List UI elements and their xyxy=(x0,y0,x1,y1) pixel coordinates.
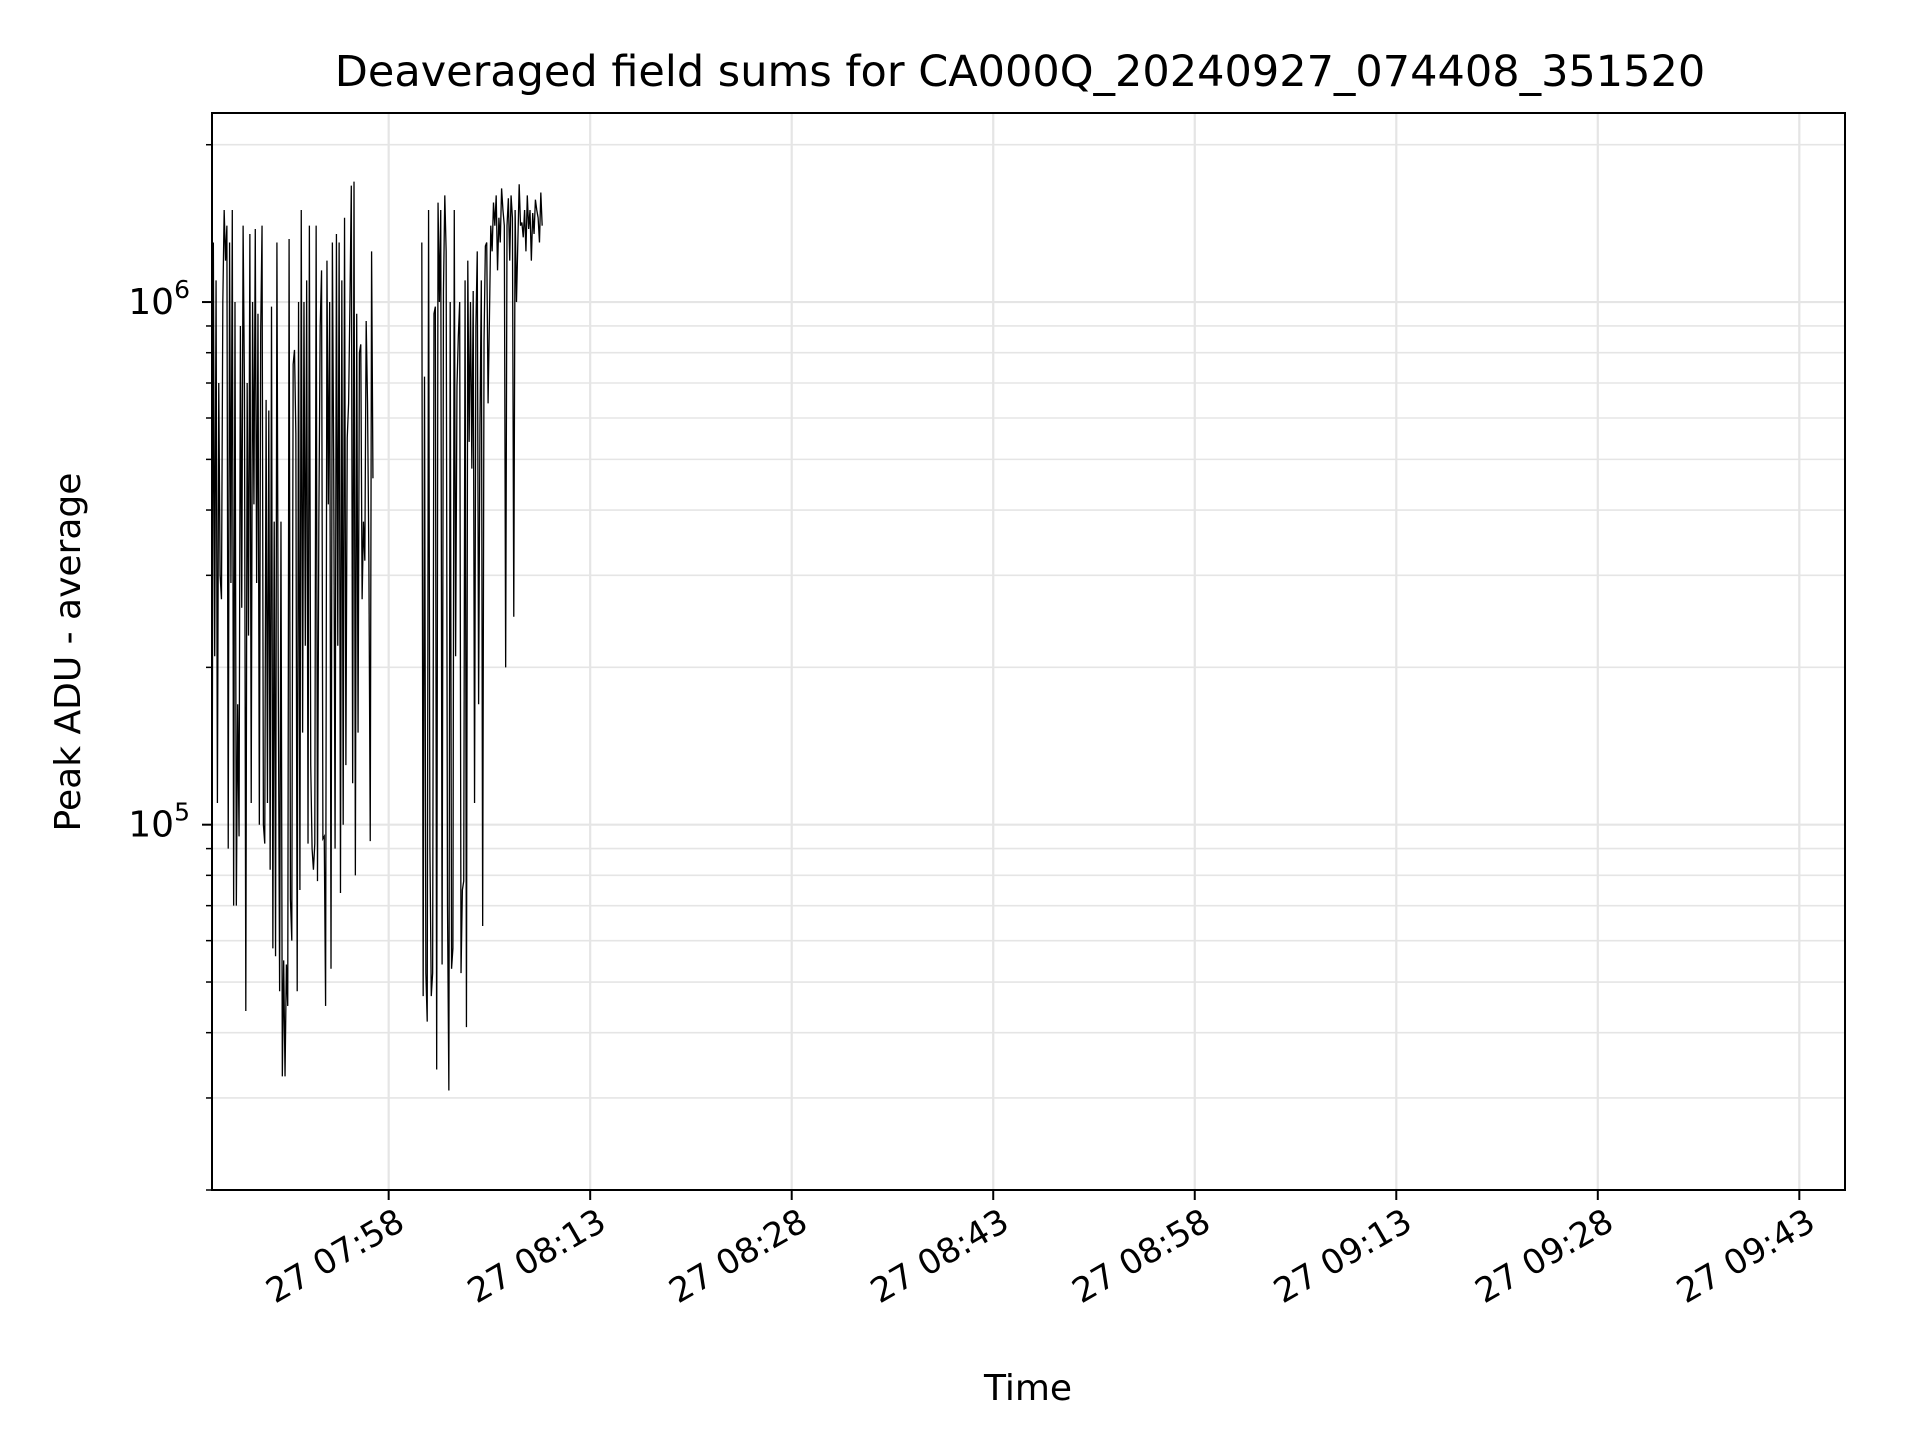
x-tick-label: 27 07:58 xyxy=(259,1201,411,1312)
series-layer xyxy=(211,181,543,1091)
plot-frame xyxy=(211,112,1846,1191)
x-tick-label: 27 08:58 xyxy=(1066,1201,1218,1312)
x-tick-label: 27 08:13 xyxy=(461,1201,613,1312)
y-tick-label: 106 xyxy=(128,275,190,323)
x-tick-label: 27 08:28 xyxy=(663,1201,815,1312)
x-tick-label: 27 09:28 xyxy=(1469,1201,1621,1312)
x-axis-label: Time xyxy=(983,1368,1072,1409)
y-tick-label: 105 xyxy=(128,798,190,846)
x-axis-ticks: 27 07:58 27 08:13 27 08:28 27 08:43 27 08:58… xyxy=(259,1190,1822,1312)
x-tick-label: 27 09:43 xyxy=(1670,1201,1822,1312)
x-tick-label: 27 08:43 xyxy=(864,1201,1016,1312)
chart-title: Deaveraged field sums for CA000Q_2024092… xyxy=(335,47,1705,97)
series-line-2 xyxy=(421,184,543,1091)
y-axis-label: Peak ADU - average xyxy=(48,473,89,832)
grid xyxy=(212,113,1845,1191)
series-line-1 xyxy=(211,181,374,1077)
y-axis-ticks: 105 106 xyxy=(128,143,212,1191)
x-tick-label: 27 09:13 xyxy=(1267,1201,1419,1312)
